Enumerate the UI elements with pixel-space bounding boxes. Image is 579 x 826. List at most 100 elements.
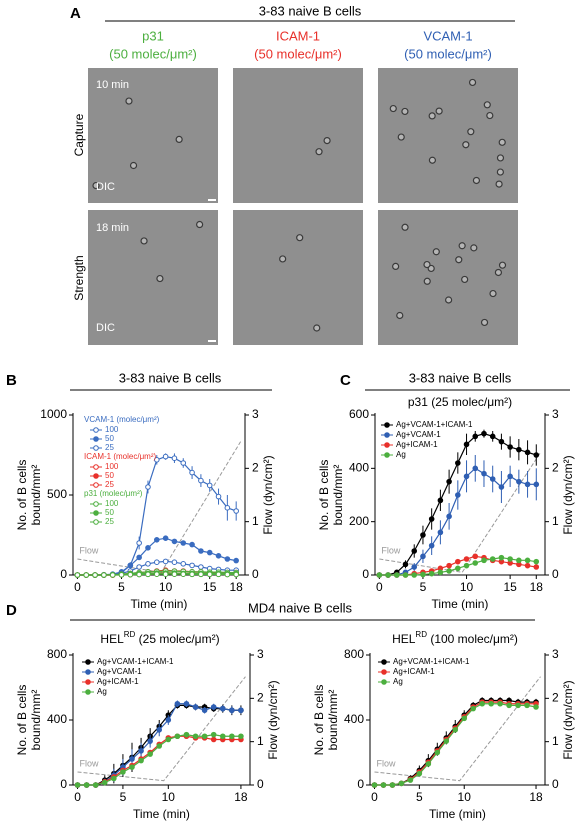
data-point	[437, 529, 444, 536]
data-point	[498, 484, 505, 490]
data-point	[229, 733, 235, 740]
data-point	[428, 516, 435, 522]
data-point	[83, 782, 90, 788]
cell	[396, 311, 404, 320]
data-point	[516, 478, 522, 485]
legend-marker	[85, 689, 91, 695]
data-point	[507, 444, 513, 450]
legend-marker	[381, 669, 387, 675]
data-point	[425, 761, 432, 767]
data-point	[145, 484, 151, 490]
data-point	[472, 433, 479, 440]
data-point	[393, 572, 400, 578]
legend-label: Ag+ICAM-1	[393, 667, 435, 676]
legend-marker	[93, 519, 99, 525]
legend-group-title: VCAM-1 (molec/μm²)	[84, 415, 160, 424]
panel-header: MD4 naive B cells	[248, 600, 353, 615]
panel-header: 3-83 naive B cells	[409, 370, 512, 385]
y-tick-label: 0	[60, 567, 67, 581]
data-point	[120, 769, 126, 775]
cell	[445, 296, 453, 304]
data-point	[224, 556, 231, 562]
legend-marker	[85, 669, 91, 675]
data-point	[472, 560, 479, 566]
x-axis-label: Time (min)	[131, 597, 188, 611]
legend-label: Ag+VCAM-1+ICAM-1	[97, 657, 174, 666]
data-point	[533, 481, 540, 488]
x-tick-label: 10	[162, 790, 176, 804]
data-point	[463, 562, 470, 569]
flow-label: Flow	[376, 758, 396, 768]
data-point	[238, 733, 244, 740]
data-point	[165, 717, 172, 723]
data-point	[428, 570, 435, 577]
data-point	[437, 569, 444, 576]
data-point	[533, 452, 540, 458]
data-point	[224, 505, 231, 511]
data-point	[92, 782, 99, 788]
data-point	[420, 532, 426, 538]
data-point	[498, 554, 505, 561]
cell	[401, 223, 409, 231]
data-point	[224, 571, 231, 578]
data-point	[515, 702, 521, 709]
cell	[483, 101, 491, 109]
time-label: 10 min	[96, 79, 129, 91]
y2-axis-label: Flow (dyn/cm²)	[561, 455, 575, 534]
cell	[467, 128, 475, 136]
cell	[435, 107, 443, 115]
micrograph	[233, 210, 363, 345]
y2-tick-label: 2	[252, 461, 259, 475]
cell	[175, 135, 183, 143]
cell	[125, 97, 133, 105]
y-tick-label: 0	[60, 777, 67, 791]
y-tick-label: 400	[47, 712, 67, 726]
panel-label: B	[6, 372, 17, 389]
data-point	[171, 559, 178, 566]
y2-tick-label: 3	[257, 647, 264, 661]
data-point	[446, 478, 452, 485]
title-part: RD	[415, 630, 427, 639]
legend-label: Ag	[396, 450, 406, 459]
legend-label: 100	[105, 499, 119, 508]
cell	[455, 256, 463, 264]
data-point	[206, 571, 213, 578]
y-axis-label: No. of B cells	[15, 460, 29, 531]
column-density: (50 molec/μm²)	[254, 46, 342, 61]
data-point	[180, 571, 187, 578]
data-point	[380, 782, 387, 788]
y2-axis-label: Flow (dyn/cm²)	[561, 680, 575, 759]
legend-marker	[93, 510, 99, 516]
y2-tick-label: 1	[252, 514, 259, 528]
y-tick-label: 400	[344, 712, 364, 726]
data-point	[118, 572, 125, 578]
micrograph	[88, 68, 218, 203]
data-point	[452, 726, 459, 733]
data-point	[470, 705, 477, 712]
cell	[423, 260, 431, 269]
cell	[392, 262, 400, 271]
y2-tick-label: 3	[552, 647, 559, 661]
cell	[495, 180, 503, 188]
x-axis-label: Time (min)	[432, 597, 489, 611]
chart-title: HELRD (25 molec/μm²)	[100, 630, 219, 646]
x-tick-label: 15	[203, 580, 217, 594]
y-axis-label: No. of B cells	[317, 460, 331, 531]
data-point	[411, 548, 418, 554]
data-point	[156, 726, 163, 733]
legend-marker	[85, 659, 91, 665]
data-point	[171, 538, 178, 545]
legend-marker	[384, 422, 390, 428]
legend-label: 100	[105, 425, 119, 434]
flow-label: Flow	[80, 758, 100, 768]
x-tick-label: 18	[529, 790, 543, 804]
data-point	[233, 508, 239, 514]
chart-title: p31 (25 molec/μm²)	[408, 395, 512, 409]
data-point	[420, 571, 426, 578]
data-point	[516, 557, 522, 564]
data-point	[109, 572, 116, 578]
data-point	[153, 571, 160, 578]
title-part: (100 molec/μm²)	[427, 632, 518, 646]
legend-label: 50	[105, 508, 114, 517]
legend-label: Ag	[393, 677, 403, 686]
